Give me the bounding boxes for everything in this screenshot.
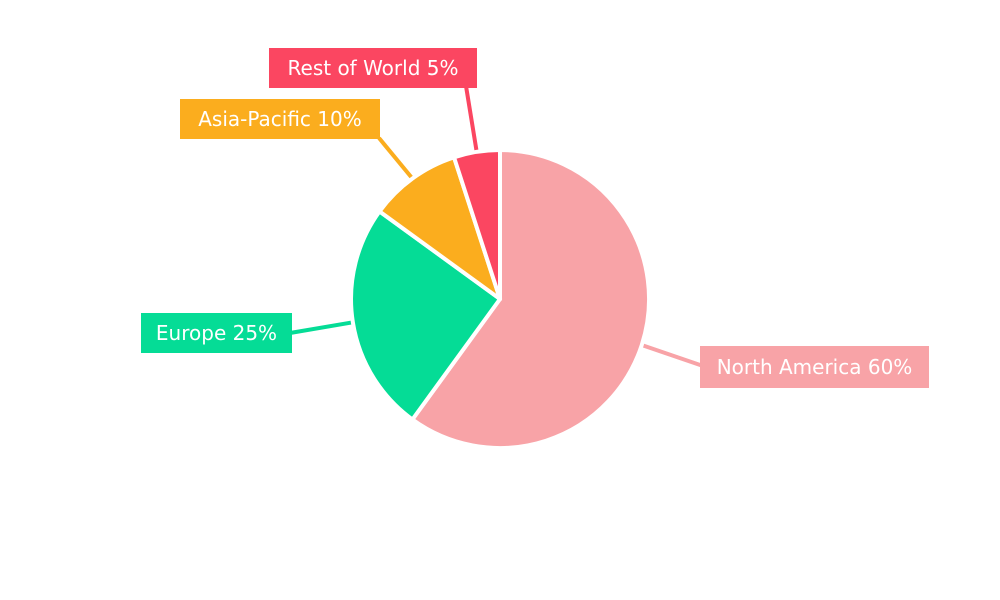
leader-line-europe bbox=[289, 320, 354, 335]
pie-slice-europe bbox=[349, 209, 502, 422]
slice-label-europe: Europe 25% bbox=[141, 313, 292, 353]
slice-label-north-america: North America 60% bbox=[700, 346, 929, 388]
pie-slices bbox=[349, 148, 652, 450]
pie-slice-asia-pacific bbox=[377, 155, 502, 301]
leader-line-asia-pacific bbox=[377, 136, 414, 180]
leader-line-rest-of-world bbox=[464, 85, 479, 153]
pie-slice-north-america bbox=[410, 148, 652, 450]
pie-slice-rest-of-world bbox=[452, 148, 502, 301]
leader-lines bbox=[289, 85, 707, 369]
slice-label-rest-of-world: Rest of World 5% bbox=[269, 48, 477, 88]
slice-label-asia-pacific: Asia-Pacific 10% bbox=[180, 99, 380, 139]
leader-line-north-america bbox=[641, 343, 707, 369]
